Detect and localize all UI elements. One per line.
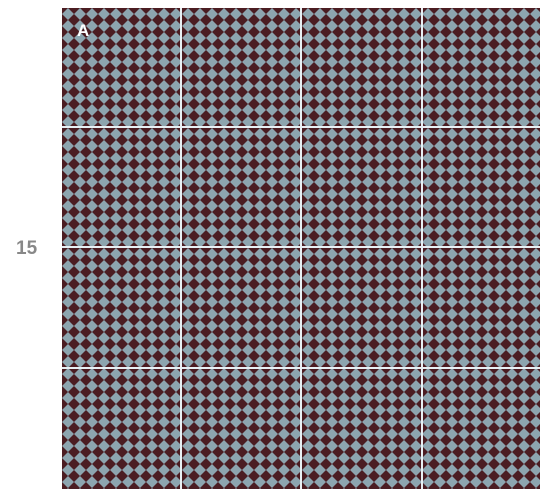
grid-line-horizontal	[62, 367, 540, 369]
pattern-panel: A	[62, 8, 540, 489]
grid-line-vertical	[180, 8, 182, 489]
panel-label: A	[77, 21, 90, 40]
axis-value-label: 15	[16, 238, 38, 259]
grid-line-vertical	[300, 8, 302, 489]
grid-line-horizontal	[62, 246, 540, 248]
grid-line-vertical	[421, 8, 423, 489]
grid-line-horizontal	[62, 126, 540, 128]
